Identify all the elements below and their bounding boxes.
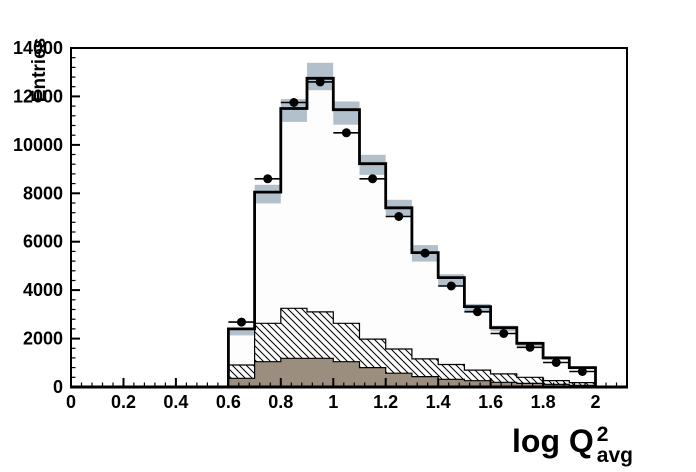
svg-text:0: 0 <box>66 392 76 412</box>
svg-text:0.4: 0.4 <box>163 392 188 412</box>
y-axis-title: Entries <box>29 37 50 103</box>
svg-text:4000: 4000 <box>23 280 63 300</box>
y-tick-labels: 0 2000 4000 6000 8000 10000 12000 14000 <box>13 38 63 397</box>
svg-text:0.6: 0.6 <box>216 392 241 412</box>
svg-text:12000: 12000 <box>13 86 63 106</box>
plot-frame <box>70 47 628 389</box>
data-points <box>228 77 596 376</box>
x-tick-labels: 0 0.2 0.4 0.6 0.8 1 1.2 1.4 1.6 1.8 2 <box>66 392 601 412</box>
solid-component <box>227 357 597 388</box>
svg-text:2: 2 <box>590 392 600 412</box>
svg-text:1.8: 1.8 <box>531 392 556 412</box>
svg-text:1.6: 1.6 <box>478 392 503 412</box>
svg-text:1: 1 <box>328 392 338 412</box>
mc-total-fill <box>228 78 596 388</box>
mc-total-outline <box>227 76 597 387</box>
svg-text:14000: 14000 <box>13 38 63 58</box>
svg-text:10000: 10000 <box>13 135 63 155</box>
x-axis-title-superscript: 2 <box>596 423 609 446</box>
x-axis-title-main: log Q <box>512 423 594 459</box>
svg-text:6000: 6000 <box>23 232 63 252</box>
x-axis-title-script-stack: 2 avg <box>597 424 633 466</box>
svg-text:0: 0 <box>53 377 63 397</box>
svg-text:0.8: 0.8 <box>268 392 293 412</box>
svg-text:2000: 2000 <box>23 329 63 349</box>
x-axis-title-subscript: avg <box>596 444 633 467</box>
svg-text:0.2: 0.2 <box>111 392 136 412</box>
svg-text:8000: 8000 <box>23 183 63 203</box>
svg-text:1.4: 1.4 <box>426 392 451 412</box>
x-axis-title: log Q 2 avg <box>512 423 633 466</box>
svg-text:1.2: 1.2 <box>373 392 398 412</box>
